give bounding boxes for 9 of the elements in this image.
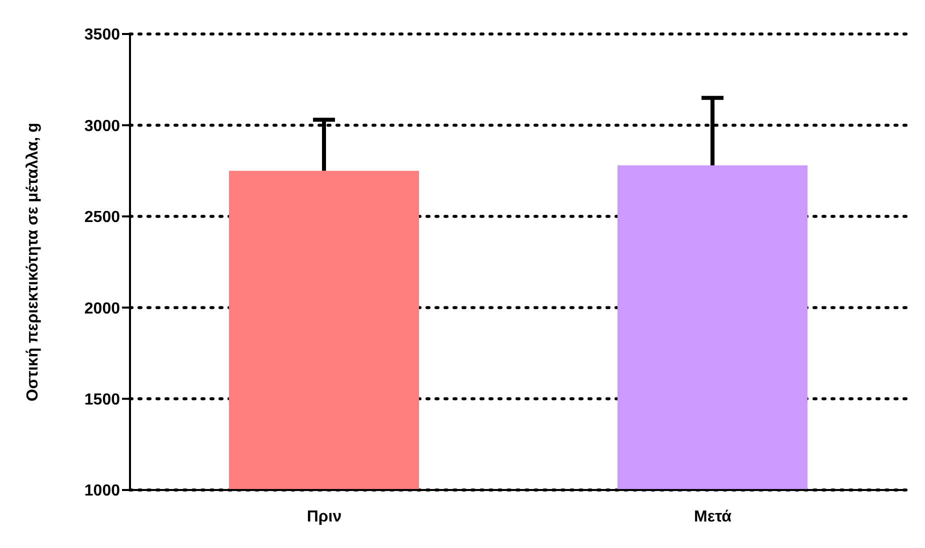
x-tick-label: Μετά: [694, 508, 732, 526]
x-tick-label: Πριν: [306, 508, 342, 526]
y-tick-label: 3000: [84, 118, 120, 135]
y-tick-label: 3500: [84, 26, 120, 44]
y-tick-label: 1500: [84, 391, 120, 408]
y-tick-label: 1000: [84, 482, 120, 500]
y-axis-title: Οστική περιεκτικότητα σε μέταλλα, g: [24, 122, 42, 402]
y-tick-label: 2500: [84, 209, 120, 226]
y-tick-label: 2000: [84, 300, 120, 318]
